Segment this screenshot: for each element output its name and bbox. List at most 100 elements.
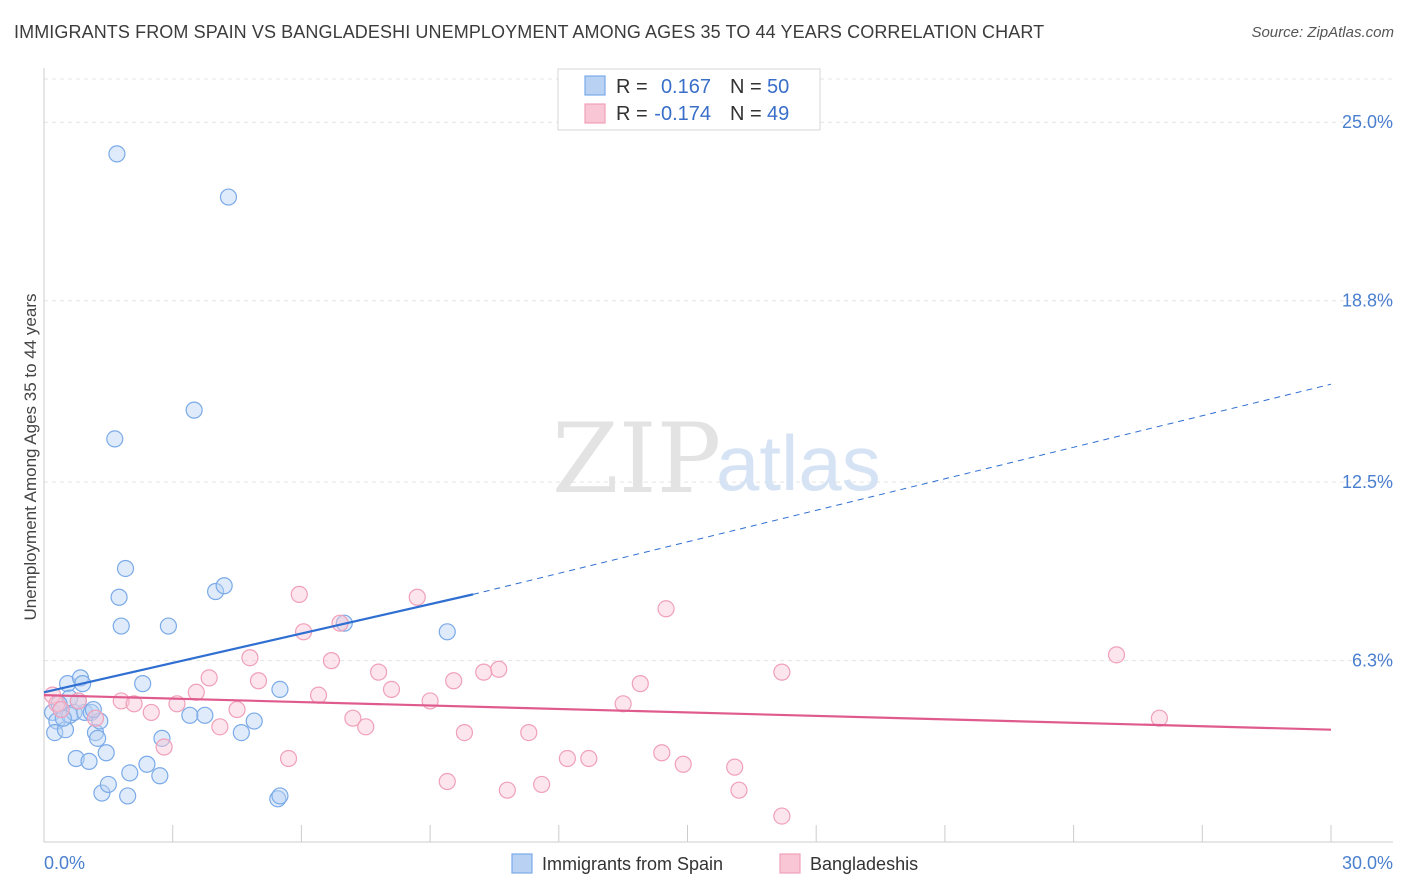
- data-point: [773, 663, 791, 681]
- data-point: [159, 617, 178, 635]
- data-point: [112, 617, 130, 635]
- data-point: [1107, 646, 1126, 664]
- source-label: Source: ZipAtlas.com: [1251, 24, 1394, 41]
- data-point: [155, 738, 173, 756]
- watermark-atlas: atlas: [716, 419, 881, 507]
- legend-n-label-2: N =: [730, 103, 762, 125]
- data-point: [89, 729, 107, 747]
- x-tick-label-min: 0.0%: [44, 853, 85, 873]
- series-bangladeshis: [43, 585, 1169, 825]
- data-point: [322, 652, 341, 670]
- data-point: [187, 683, 205, 701]
- data-point: [93, 784, 111, 802]
- bottom-legend-label-spain: Immigrants from Spain: [542, 854, 723, 874]
- bottom-legend-label-bangladeshis: Bangladeshis: [810, 854, 918, 874]
- gridlines: [44, 78, 1393, 662]
- data-point: [99, 775, 117, 794]
- data-point: [271, 787, 289, 805]
- data-point: [52, 700, 70, 719]
- y-tick-label: 18.8%: [1342, 291, 1393, 311]
- data-point: [408, 588, 426, 606]
- data-point: [138, 755, 156, 773]
- data-point: [249, 672, 268, 690]
- data-point: [215, 577, 233, 595]
- legend-r-value-1: 0.167: [661, 76, 711, 98]
- y-axis-label: Unemployment Among Ages 35 to 44 years: [21, 294, 40, 621]
- trendline-spain-extension: [472, 383, 1332, 595]
- data-point: [119, 787, 137, 805]
- data-point: [67, 749, 85, 768]
- legend-r-label-2: R =: [616, 103, 648, 125]
- trendline-spain: [43, 593, 474, 694]
- data-point: [631, 675, 649, 693]
- trendlines: [43, 383, 1332, 731]
- data-point: [657, 600, 675, 618]
- data-point: [125, 695, 143, 713]
- data-point: [245, 712, 263, 730]
- data-point: [344, 709, 362, 727]
- legend-top: R = 0.167 N = 50 R = -0.174 N = 49: [557, 68, 821, 131]
- legend-n-value-2: 49: [767, 103, 789, 125]
- axes: [43, 68, 1393, 843]
- legend-n-value-1: 50: [767, 76, 789, 98]
- x-tick-label-max: 30.0%: [1342, 853, 1393, 873]
- data-point: [232, 723, 250, 742]
- bottom-legend-swatch-spain: [511, 853, 533, 874]
- chart-title: IMMIGRANTS FROM SPAIN VS BANGLADESHI UNE…: [14, 22, 1045, 42]
- legend-bottom: Immigrants from Spain Bangladeshis: [511, 853, 918, 874]
- data-point: [438, 772, 456, 791]
- legend-swatch-spain: [584, 75, 606, 96]
- bottom-legend-swatch-bangladeshis: [779, 853, 801, 874]
- data-point: [773, 807, 791, 825]
- data-point: [357, 718, 375, 736]
- data-point: [1150, 709, 1169, 727]
- data-point: [382, 680, 401, 699]
- data-point: [116, 559, 135, 578]
- data-point: [674, 755, 692, 773]
- data-point: [142, 703, 160, 722]
- legend-r-value-2: -0.174: [654, 103, 711, 125]
- data-point: [121, 764, 139, 782]
- data-point: [207, 582, 225, 601]
- legend-swatch-bangladeshis: [584, 103, 606, 124]
- data-point: [614, 695, 632, 713]
- data-point: [730, 781, 748, 799]
- data-point: [580, 749, 598, 768]
- data-point: [80, 752, 98, 770]
- data-point: [196, 706, 214, 724]
- data-point: [200, 669, 218, 687]
- data-point: [211, 718, 229, 736]
- data-point: [533, 775, 551, 794]
- data-point: [475, 663, 493, 681]
- data-point: [151, 767, 169, 785]
- legend-r-label-1: R =: [616, 76, 648, 98]
- data-point: [309, 686, 328, 704]
- data-point: [279, 749, 298, 768]
- data-point: [185, 401, 203, 419]
- data-point: [108, 145, 126, 163]
- data-point: [46, 723, 64, 742]
- data-point: [271, 680, 289, 699]
- data-point: [520, 723, 538, 742]
- data-point: [445, 672, 463, 690]
- data-point: [653, 744, 671, 762]
- data-point: [219, 188, 238, 206]
- legend-n-label-1: N =: [730, 76, 762, 98]
- data-point: [106, 430, 124, 448]
- trendline-bangladeshis: [43, 694, 1332, 731]
- data-point: [490, 660, 508, 678]
- data-point: [438, 623, 456, 641]
- data-point: [455, 723, 474, 742]
- data-point: [241, 649, 259, 667]
- data-point: [228, 700, 246, 719]
- data-point: [498, 781, 516, 799]
- data-point: [97, 744, 115, 762]
- data-point: [269, 790, 287, 808]
- y-tick-label: 12.5%: [1342, 472, 1393, 492]
- y-tick-label: 6.3%: [1352, 651, 1393, 671]
- data-point: [86, 709, 105, 727]
- data-point: [134, 675, 152, 693]
- y-tick-label: 25.0%: [1342, 112, 1393, 132]
- data-point: [558, 749, 576, 768]
